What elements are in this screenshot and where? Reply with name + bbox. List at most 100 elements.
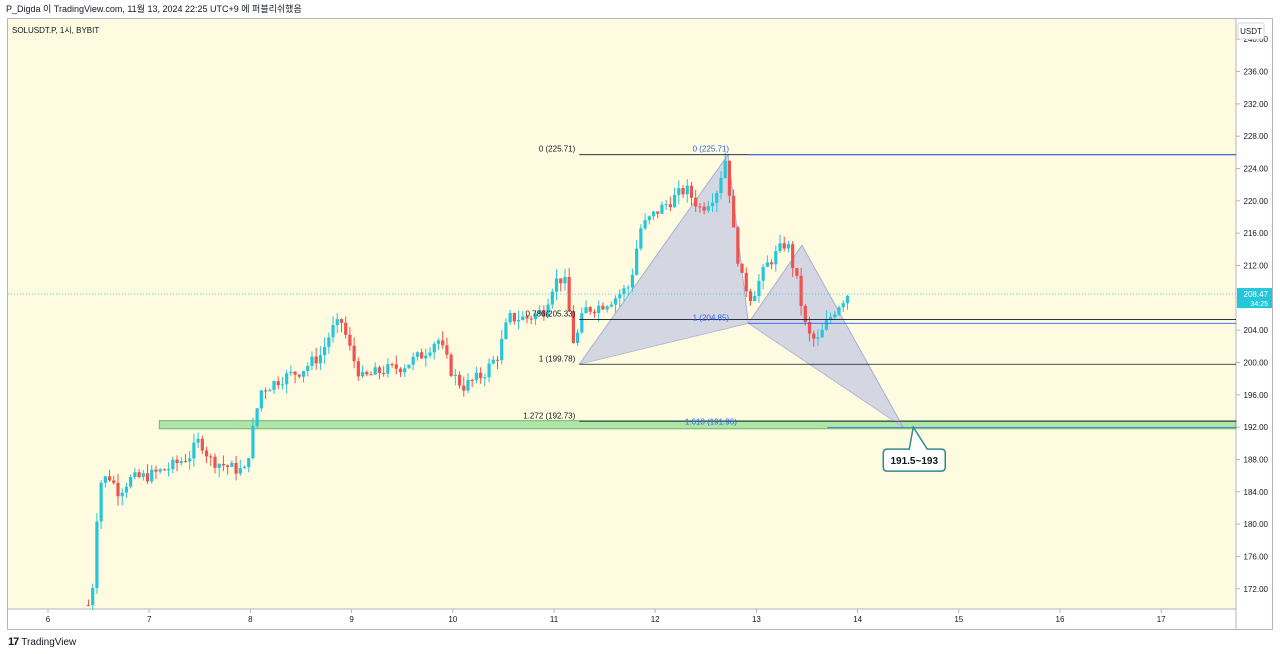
candle-body (293, 371, 297, 375)
candle-body (352, 345, 356, 362)
candle-body (812, 333, 816, 339)
fib-right-label: 1 (204.85) (693, 313, 730, 322)
time-tick-label: 15 (954, 615, 963, 624)
candle-body (411, 356, 415, 365)
candle-body (479, 372, 483, 379)
candle-body (331, 325, 335, 338)
candle-body (786, 244, 791, 249)
candle-body (732, 195, 736, 228)
price-tick-label: 172.00 (1244, 585, 1269, 594)
candle-body (778, 243, 782, 252)
time-tick-label: 8 (248, 615, 253, 624)
candle-body (419, 352, 424, 359)
candle-body (107, 476, 112, 481)
candle-body (668, 204, 672, 208)
candle-body (276, 381, 280, 386)
candle-body (516, 320, 521, 322)
candle-body (829, 317, 833, 321)
candle-body (774, 251, 778, 265)
candle-body (247, 458, 251, 468)
price-tick-label: 228.00 (1244, 132, 1269, 141)
candle-body (576, 332, 580, 344)
candle-body (335, 319, 339, 326)
candle-body (251, 425, 255, 459)
candle-body (398, 368, 403, 373)
currency-badge (1237, 22, 1265, 40)
price-chart[interactable]: 0 (225.71) 0.786(205.33) 1 (199.78) 1.272 (… (8, 19, 1272, 629)
candle-body (500, 339, 504, 361)
candle-body (736, 227, 740, 264)
candles-layer (86, 152, 850, 610)
candle-body (740, 263, 744, 273)
symbol-label: SOLUSDT.P, 1시, BYBIT (12, 26, 99, 35)
candle-body (327, 337, 331, 347)
candle-body (133, 472, 137, 478)
candle-body (154, 469, 158, 472)
candle-body (554, 278, 559, 292)
candle-body (238, 468, 242, 474)
candle-body (449, 354, 453, 376)
candle-body (504, 322, 508, 340)
candle-body (525, 316, 529, 319)
candle-body (694, 197, 698, 207)
candle-body (382, 373, 386, 375)
candle-body (799, 275, 803, 306)
time-axis-background (8, 609, 1236, 629)
candle-body (601, 305, 605, 310)
tradingview-logo[interactable]: 17 TradingView (8, 636, 76, 648)
candle-body (407, 364, 411, 369)
candle-body (179, 461, 183, 464)
candle-body (626, 287, 630, 289)
candle-body (112, 480, 116, 483)
candle-body (192, 442, 196, 459)
candle-body (171, 459, 175, 470)
fib-left-label: 0 (225.71) (539, 145, 576, 154)
candle-body (571, 311, 575, 344)
candle-body (689, 185, 694, 198)
time-tick-label: 14 (853, 615, 862, 624)
candle-body (95, 521, 99, 589)
publish-header: P_Digda 이 TradingView.com, 11월 13, 2024 … (6, 4, 302, 14)
candle-body (630, 274, 635, 288)
chart-frame[interactable]: 0 (225.71) 0.786(205.33) 1 (199.78) 1.272 (… (7, 18, 1273, 630)
candle-body (86, 604, 91, 606)
price-tick-label: 216.00 (1244, 229, 1269, 238)
time-tick-label: 7 (147, 615, 152, 624)
price-tick-label: 200.00 (1244, 358, 1269, 367)
candle-body (259, 390, 263, 409)
candle-body (748, 291, 753, 302)
target-callout-text: 191.5~193 (890, 456, 938, 467)
candle-body (635, 248, 639, 275)
tradingview-logo-text: TradingView (21, 636, 77, 648)
time-tick-label: 10 (448, 615, 457, 624)
candle-body (474, 372, 479, 381)
fib-left-label: 1 (199.78) (539, 354, 576, 363)
harmonic-pattern-layer (578, 153, 904, 428)
candle-body (272, 381, 276, 390)
candle-body (529, 318, 533, 320)
time-tick-label: 12 (651, 615, 660, 624)
candle-body (457, 374, 462, 386)
tradingview-logo-icon: 17 (8, 636, 19, 648)
price-axis-ticks: 240.00 236.00 232.00 228.00 224.00 220.00 216.… (1236, 35, 1269, 594)
candle-body (344, 322, 348, 335)
target-zone-layer (158, 420, 1237, 430)
price-axis-background (1236, 19, 1272, 629)
candle-body (559, 278, 563, 284)
candle-body (318, 355, 322, 364)
candle-body (677, 188, 681, 195)
candle-body (791, 244, 795, 269)
candle-body (795, 268, 799, 276)
candle-body (103, 476, 107, 483)
time-tick-label: 16 (1056, 615, 1065, 624)
candle-body (137, 472, 141, 478)
candle-body (580, 313, 584, 333)
candle-body (660, 204, 664, 214)
candle-body (436, 340, 441, 344)
candle-body (213, 456, 217, 468)
fib-right-label: 0 (225.71) (693, 145, 730, 154)
price-tick-label: 224.00 (1244, 165, 1269, 174)
candle-body (651, 211, 656, 217)
candle-body (441, 340, 445, 346)
candle-body (550, 291, 554, 305)
